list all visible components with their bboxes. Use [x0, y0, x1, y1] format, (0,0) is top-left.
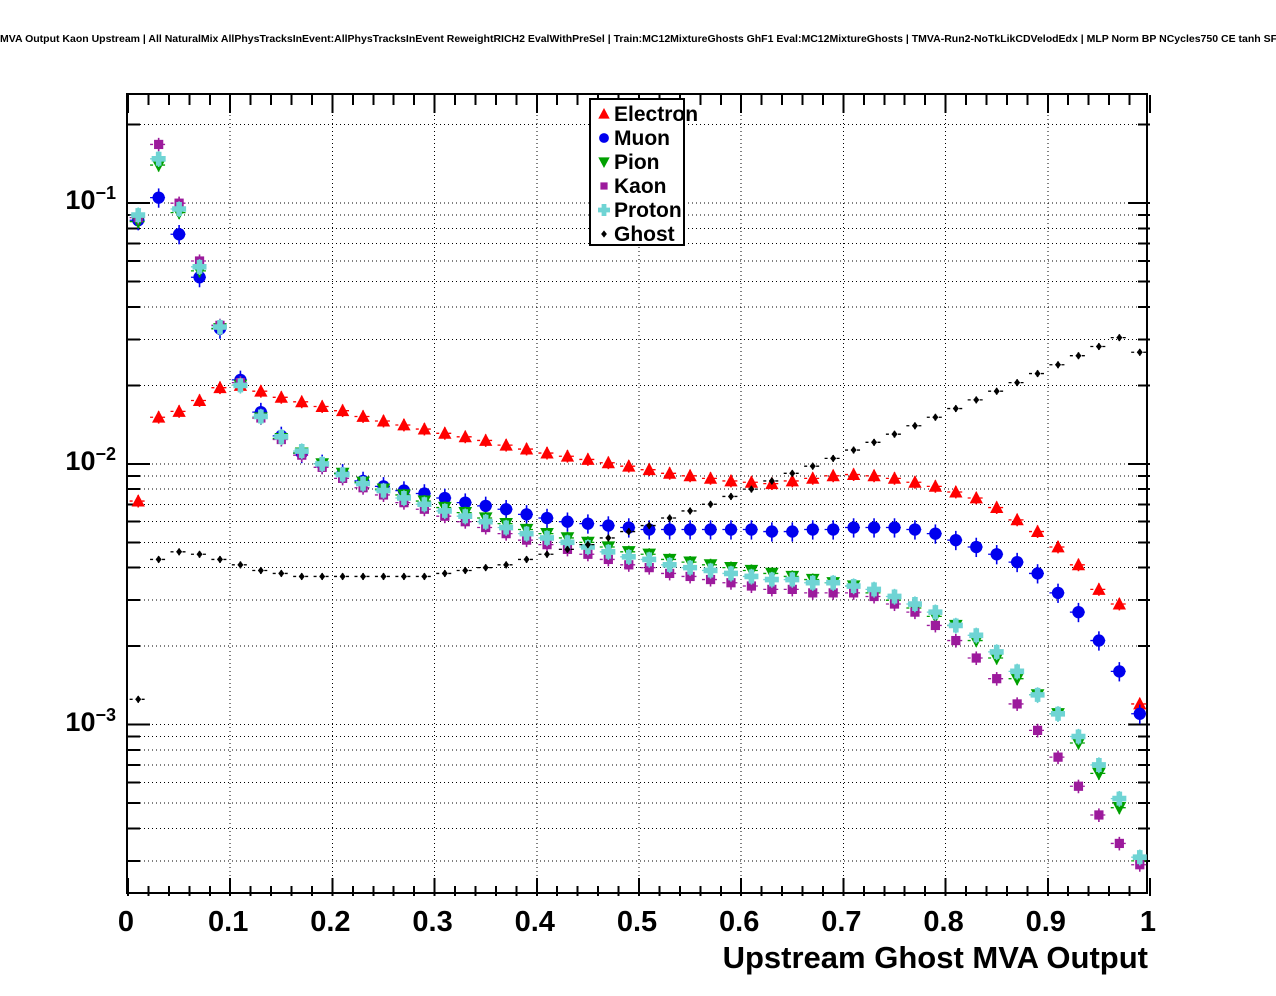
grid-layer: [128, 95, 1150, 896]
cross-icon: [595, 200, 613, 220]
legend-item-kaon[interactable]: Kaon: [591, 174, 683, 198]
square-icon: [595, 176, 613, 196]
x-tick-label-0: 0: [117, 906, 135, 938]
y-tick-base: 10: [65, 706, 96, 737]
series-electron: [129, 378, 1149, 711]
series-pion: [129, 159, 1149, 869]
y-tick-exponent: −3: [95, 704, 116, 725]
diamond-icon: [595, 224, 613, 244]
series-ghost: [129, 333, 1149, 704]
page-title: MVA Output Kaon Upstream | All NaturalMi…: [0, 33, 1276, 45]
legend-item-ghost[interactable]: Ghost: [591, 222, 683, 246]
data-series-layer: [129, 137, 1149, 872]
series-muon: [129, 188, 1149, 724]
y-tick-label-1: 10−2: [0, 444, 116, 477]
circle-icon: [595, 128, 613, 148]
triangle-down-icon: [595, 152, 613, 172]
x-tick-label-7: 0.7: [821, 906, 862, 938]
y-tick-exponent: −2: [95, 443, 116, 464]
legend-box[interactable]: Electron Muon Pion Kaon Proton Ghost: [589, 98, 698, 246]
y-tick-exponent: −1: [95, 183, 116, 204]
legend-label: Muon: [614, 126, 670, 150]
x-tick-label-2: 0.2: [310, 906, 351, 938]
y-tick-label-2: 10−3: [0, 705, 116, 738]
x-axis-title: Upstream Ghost MVA Output: [722, 940, 1148, 975]
legend-item-pion[interactable]: Pion: [591, 150, 683, 174]
y-tick-base: 10: [65, 185, 96, 216]
x-tick-label-8: 0.8: [923, 906, 964, 938]
x-tick-label-6: 0.6: [719, 906, 760, 938]
x-tick-label-10: 1: [1139, 906, 1157, 938]
x-tick-label-5: 0.5: [616, 906, 658, 938]
x-tick-label-1: 0.1: [208, 906, 249, 938]
legend-label: Ghost: [614, 222, 675, 246]
y-tick-base: 10: [65, 445, 96, 476]
y-tick-label-0: 10−1: [0, 183, 116, 216]
legend-label: Kaon: [614, 174, 667, 198]
x-tick-label-3: 0.3: [412, 906, 453, 938]
legend-item-electron[interactable]: Electron: [591, 102, 698, 126]
x-tick-label-9: 0.9: [1025, 906, 1066, 938]
legend-label: Proton: [614, 198, 682, 222]
legend-label: Pion: [614, 150, 660, 174]
legend-label: Electron: [614, 102, 699, 126]
legend-item-proton[interactable]: Proton: [591, 198, 683, 222]
x-tick-label-4: 0.4: [514, 906, 555, 938]
axis-ticks-layer: [127, 95, 1151, 896]
triangle-up-icon: [595, 104, 613, 124]
legend-item-muon[interactable]: Muon: [591, 126, 683, 150]
series-proton: [129, 151, 1149, 866]
